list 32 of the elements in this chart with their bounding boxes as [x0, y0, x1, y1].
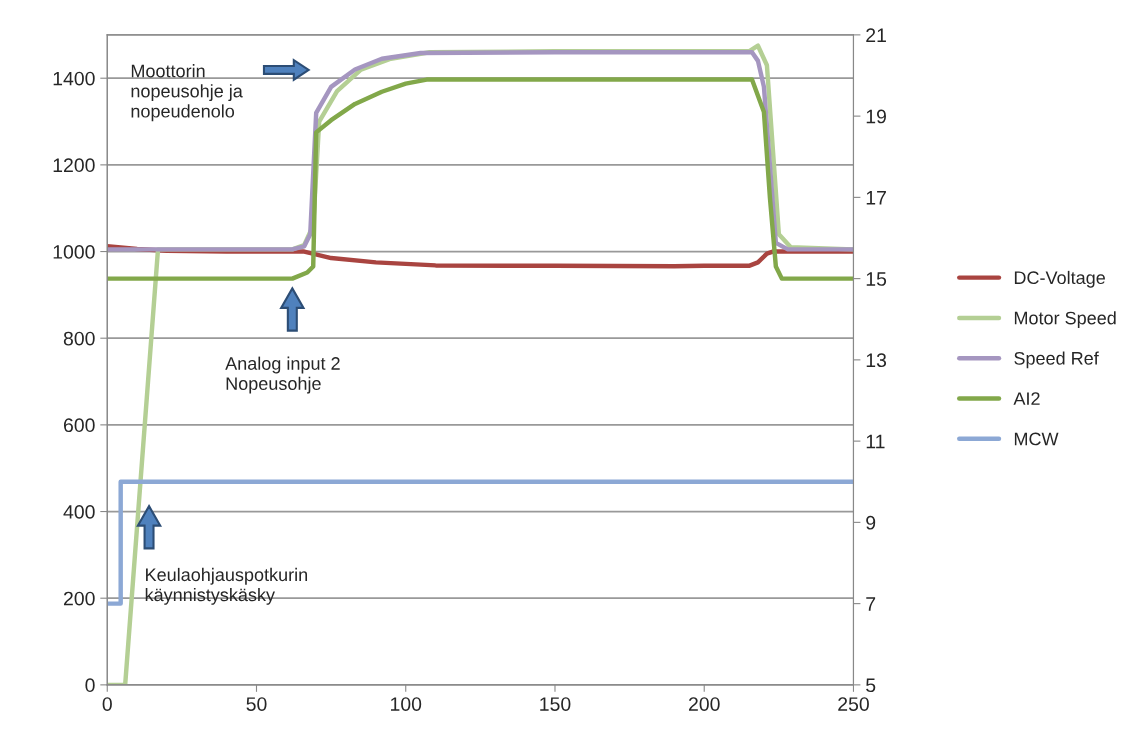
legend-label: AI2	[1013, 392, 1040, 405]
legend-label: DC-Voltage	[1014, 270, 1105, 288]
x-tick-label: 200	[688, 697, 720, 711]
y-tick-label: 1400	[53, 71, 95, 86]
y2-tick-label: 19	[866, 109, 886, 124]
y-tick-label: 0	[85, 678, 95, 693]
y-tick-label: 400	[63, 505, 95, 519]
y-tick-label: 800	[63, 331, 95, 346]
x-tick-label: 0	[102, 697, 112, 711]
y2-tick-label: 15	[866, 272, 887, 286]
x-tick-label: 100	[391, 697, 422, 711]
y-tick-label: 200	[63, 591, 95, 606]
annotation: Moottorin nopeusohje ja nopeudenolo	[131, 64, 243, 122]
y-tick-label: 1000	[53, 245, 95, 259]
y-tick-label: 600	[64, 418, 95, 433]
legend-label: MCW	[1014, 432, 1059, 446]
x-tick-label: 50	[246, 697, 267, 711]
y2-tick-label: 5	[866, 678, 876, 693]
x-tick-label: 250	[838, 697, 869, 711]
y2-tick-label: 9	[866, 515, 876, 530]
annotation: Analog input 2 Nopeusohje	[225, 356, 340, 394]
legend-label: Speed Ref	[1014, 351, 1099, 369]
y2-tick-label: 13	[866, 353, 887, 368]
legend-label: Motor Speed	[1014, 311, 1116, 328]
line-series	[107, 77, 854, 281]
y-tick-label: 1200	[53, 158, 95, 173]
x-tick-label: 150	[540, 697, 571, 711]
annotation: Keulaohjauspotkurin käynnistyskäsky	[145, 567, 308, 605]
y2-tick-label: 17	[866, 191, 886, 205]
y2-tick-label: 7	[866, 597, 876, 611]
y2-tick-label: 11	[866, 434, 885, 449]
y2-tick-label: 21	[866, 28, 886, 42]
